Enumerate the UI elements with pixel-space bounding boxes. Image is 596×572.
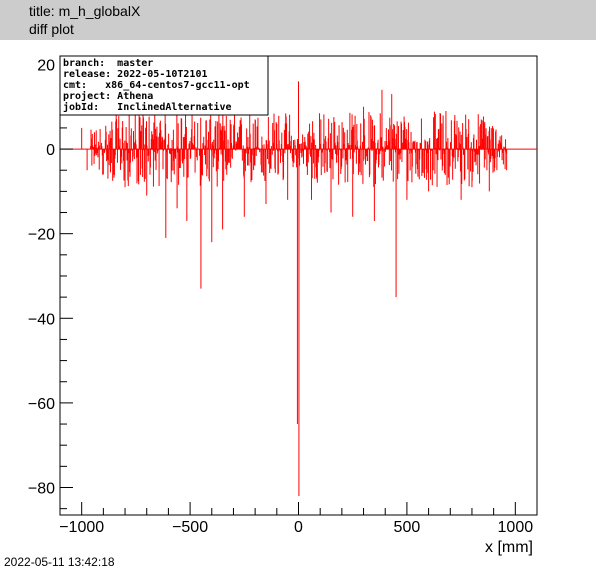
- timestamp: 2022-05-11 13:42:18: [4, 555, 115, 569]
- info-line-project: project: Athena: [63, 90, 153, 102]
- y-tick-label: 20: [37, 57, 55, 74]
- x-axis-title: x [mm]: [485, 539, 533, 556]
- x-tick-label: −500: [172, 519, 208, 536]
- subtitle-text: diff plot: [29, 21, 74, 37]
- x-tick-label: 500: [394, 519, 421, 536]
- y-tick-label: −60: [28, 396, 55, 413]
- info-line-branch: branch: master: [63, 58, 153, 69]
- y-tick-label: 0: [46, 142, 55, 159]
- x-tick-label: −1000: [59, 519, 104, 536]
- y-tick-label: −80: [28, 481, 55, 498]
- info-line-jobid: jobId: InclinedAlternative: [63, 101, 232, 113]
- x-tick-label: 1000: [498, 519, 534, 536]
- title-text: title: m_h_globalX: [29, 3, 141, 19]
- y-tick-label: −40: [28, 311, 55, 328]
- x-tick-label: 0: [294, 519, 303, 536]
- axes: −1000 −500 0 500 1000 −80 −60 −40 −20 0 20: [28, 57, 538, 536]
- info-line-release: release: 2022-05-10T2101: [63, 69, 208, 80]
- info-line-cmt: cmt: x86_64-centos7-gcc11-opt: [63, 80, 250, 91]
- data-bars: [60, 81, 537, 496]
- header-bar: title: m_h_globalX diff plot: [0, 0, 596, 40]
- info-box: branch: master release: 2022-05-10T2101 …: [59, 55, 269, 116]
- y-tick-label: −20: [28, 227, 55, 244]
- info-box-frame: [59, 55, 269, 116]
